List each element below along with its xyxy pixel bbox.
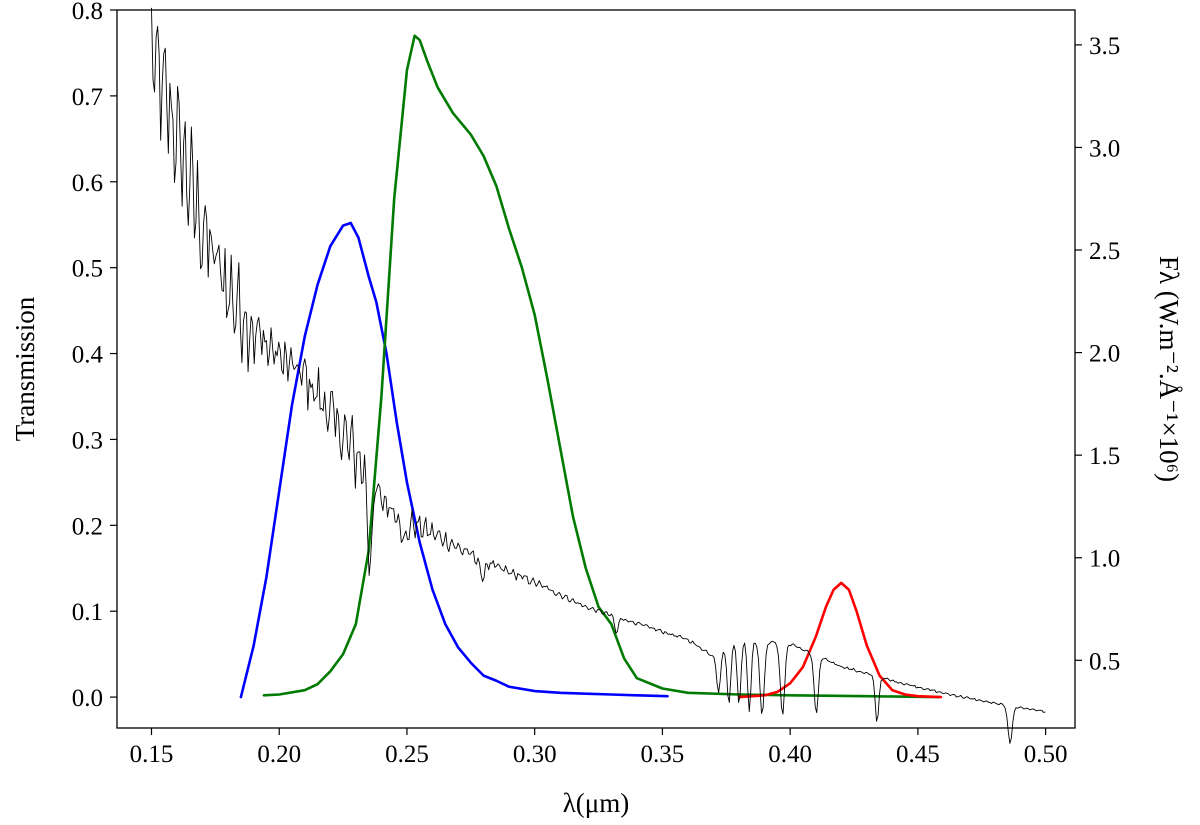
ticks-layer: 0.15 0.20 0.25 0.30 0.35 0.40 0.45 0.50 0.0 0.1 0.… bbox=[72, 0, 1121, 768]
plot-frame bbox=[116, 9, 1076, 729]
y-left-tick-label: 0.6 bbox=[72, 170, 103, 197]
y-left-tick-label: 0.2 bbox=[72, 513, 103, 540]
y-right-tick-label: 3.5 bbox=[1089, 33, 1120, 60]
y-right-tick-label: 1.0 bbox=[1089, 546, 1120, 573]
y-left-tick-label: 0.1 bbox=[72, 599, 103, 626]
y-left-tick-label: 0.7 bbox=[72, 84, 103, 111]
y-right-tick-label: 3.0 bbox=[1089, 135, 1120, 162]
x-tick-label: 0.50 bbox=[1024, 741, 1068, 768]
series-line-4 bbox=[151, 7, 1046, 744]
y-left-tick-label: 0.8 bbox=[72, 0, 103, 25]
series-line-1 bbox=[239, 221, 669, 699]
y-left-tick-label: 0.5 bbox=[72, 256, 103, 283]
series-line-3 bbox=[737, 581, 943, 699]
y-right-tick-label: 1.5 bbox=[1089, 443, 1120, 470]
x-tick-label: 0.30 bbox=[513, 741, 557, 768]
x-tick-label: 0.25 bbox=[385, 741, 429, 768]
x-axis-label: λ(μm) bbox=[563, 788, 630, 818]
y-left-tick-label: 0.0 bbox=[72, 685, 103, 712]
x-tick-label: 0.35 bbox=[641, 741, 685, 768]
series-line-2 bbox=[262, 34, 940, 699]
y-left-tick-label: 0.3 bbox=[72, 427, 103, 454]
x-tick-label: 0.15 bbox=[130, 741, 174, 768]
y-left-tick-label: 0.4 bbox=[72, 342, 104, 369]
y-axis-right-label: Fλ (W.m⁻².Å⁻¹×10⁶) bbox=[1154, 256, 1184, 482]
y-right-tick-label: 2.5 bbox=[1089, 238, 1120, 265]
series-layer bbox=[151, 7, 1046, 744]
x-tick-label: 0.45 bbox=[896, 741, 940, 768]
y-axis-left-label: Transmission bbox=[10, 296, 40, 441]
y-right-tick-label: 0.5 bbox=[1089, 648, 1120, 675]
x-tick-label: 0.40 bbox=[768, 741, 812, 768]
x-tick-label: 0.20 bbox=[257, 741, 301, 768]
y-right-tick-label: 2.0 bbox=[1089, 341, 1120, 368]
